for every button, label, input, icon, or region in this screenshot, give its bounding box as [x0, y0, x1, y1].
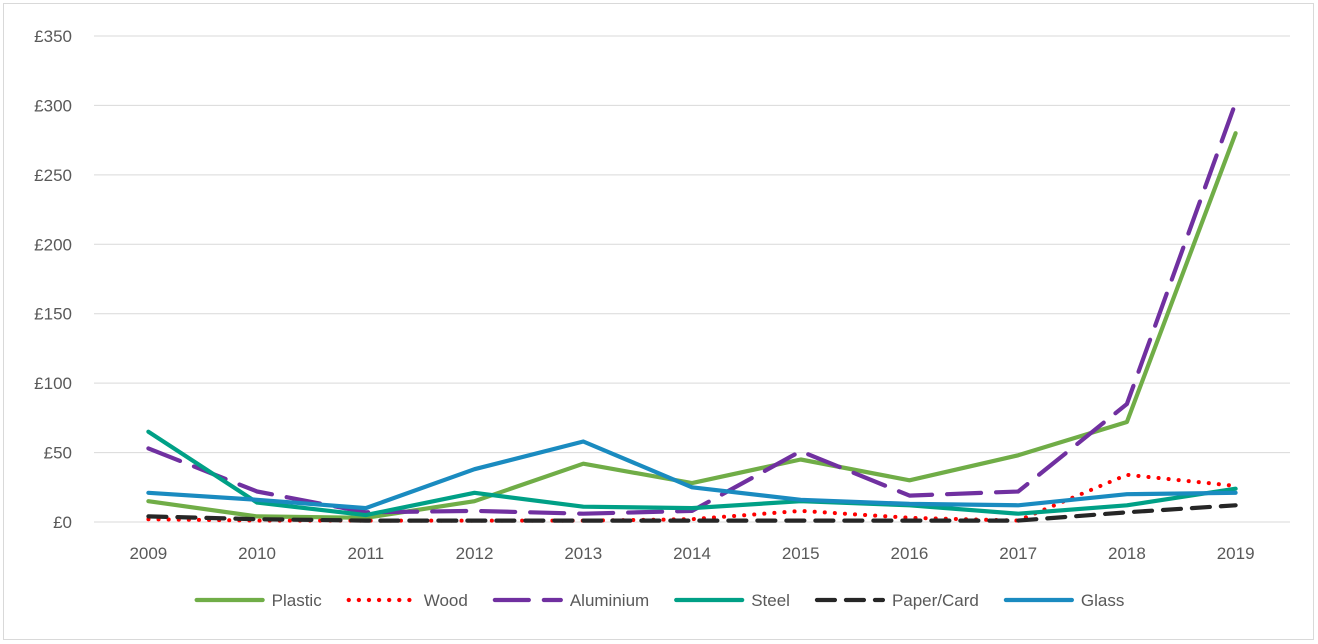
x-tick-label: 2011	[348, 544, 385, 563]
series-line-plastic	[146, 131, 1238, 520]
legend-label-glass: Glass	[1081, 591, 1124, 610]
x-tick-label: 2012	[456, 544, 494, 563]
legend-label-paper-card: Paper/Card	[892, 591, 979, 610]
legend-item-plastic: Plastic	[194, 591, 323, 610]
y-tick-label: £100	[34, 374, 72, 393]
x-tick-label: 2019	[1217, 544, 1255, 563]
gridlines	[94, 35, 1290, 454]
legend-item-glass: Glass	[1003, 591, 1124, 610]
series-line-steel	[146, 429, 1238, 518]
x-tick-label: 2014	[673, 544, 711, 563]
y-axis-tick-labels: £0 £50 £100 £150 £200 £250 £300 £350	[34, 27, 72, 532]
y-tick-label: £50	[44, 444, 72, 463]
x-tick-label: 2016	[891, 544, 929, 563]
series-line-aluminium	[146, 100, 1238, 516]
x-tick-label: 2015	[782, 544, 820, 563]
legend-label-wood: Wood	[424, 591, 468, 610]
x-tick-label: 2009	[129, 544, 167, 563]
chart-frame	[3, 3, 1314, 640]
y-tick-label: £150	[34, 305, 72, 324]
series-line-paper-card	[146, 503, 1238, 523]
y-tick-label: £350	[34, 27, 72, 46]
y-tick-label: £0	[53, 513, 72, 532]
legend-item-paper-card: Paper/Card	[814, 591, 979, 610]
x-tick-label: 2018	[1108, 544, 1146, 563]
legend-label-plastic: Plastic	[272, 591, 323, 610]
x-tick-label: 2013	[564, 544, 602, 563]
legend-label-steel: Steel	[751, 591, 790, 610]
y-tick-label: £200	[34, 235, 72, 254]
x-axis-tick-labels: 2009 2010 2011 2012 2013 2014 2015 2016 2017 2018…	[129, 544, 1254, 563]
series-lines	[146, 100, 1238, 523]
legend-item-wood: Wood	[346, 591, 468, 610]
series-line-glass	[146, 439, 1238, 511]
x-tick-label: 2010	[238, 544, 276, 563]
y-tick-label: £250	[34, 166, 72, 185]
legend-label-aluminium: Aluminium	[570, 591, 649, 610]
legend-item-aluminium: Aluminium	[492, 591, 649, 610]
legend-item-steel: Steel	[674, 591, 790, 610]
legend: Plastic Wood Aluminium Steel Paper/Card Glass	[194, 591, 1124, 610]
x-tick-label: 2017	[999, 544, 1037, 563]
y-tick-label: £300	[34, 96, 72, 115]
